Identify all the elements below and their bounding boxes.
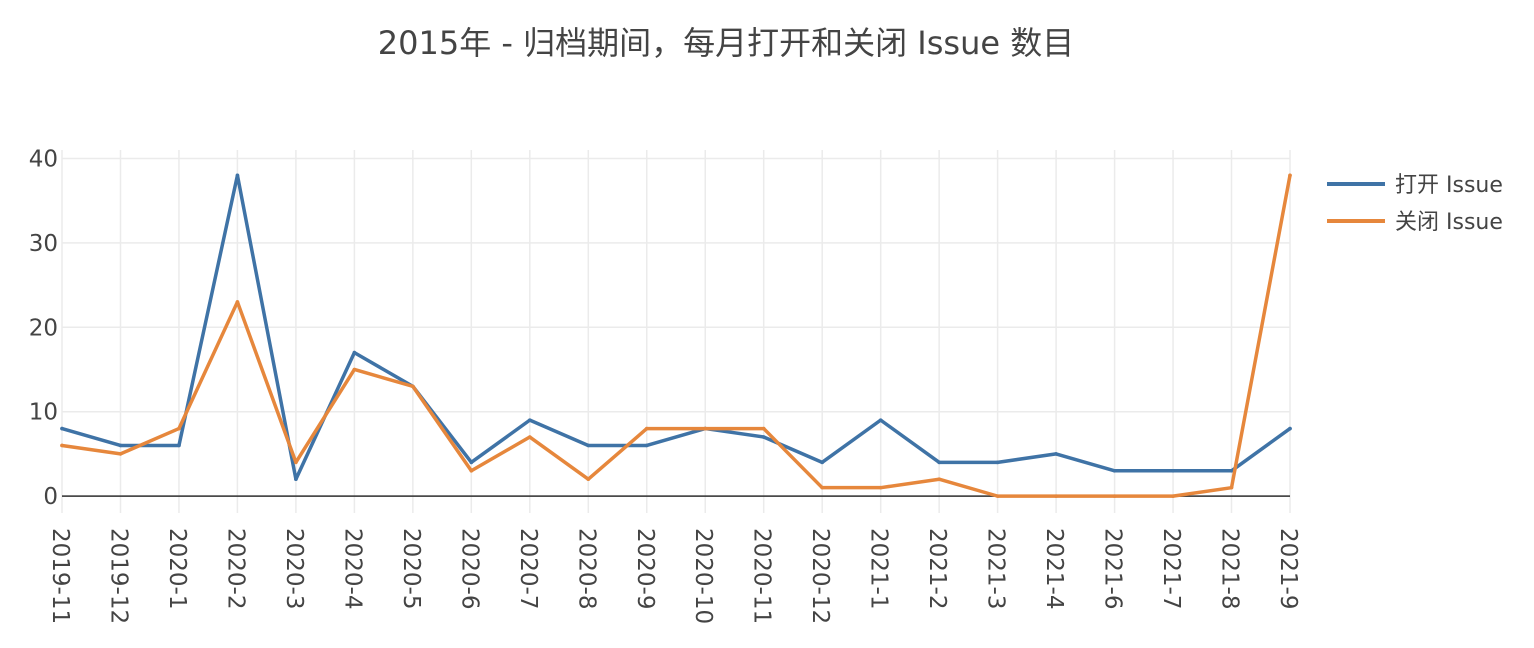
x-tick-label: 2020-4 <box>339 528 365 609</box>
y-tick-label: 20 <box>29 315 58 341</box>
x-tick-label: 2020-10 <box>690 528 716 624</box>
x-axis-ticks: 2019-11 2019-12 2020-1 2020-2 2020-3 2020-4 20… <box>47 528 1301 624</box>
x-tick-label: 2021-8 <box>1217 528 1243 609</box>
data-point <box>995 460 1000 465</box>
x-tick-label: 2021-6 <box>1100 528 1126 609</box>
data-point <box>937 460 941 465</box>
data-point <box>878 418 883 422</box>
data-point <box>703 426 708 431</box>
data-point <box>1229 485 1234 490</box>
x-tick-label: 2021-7 <box>1158 528 1184 609</box>
data-point <box>1171 468 1175 473</box>
data-point <box>1054 452 1058 456</box>
data-point <box>1229 468 1234 473</box>
legend-label: 关闭 Issue <box>1395 210 1503 235</box>
x-tick-label: 2021-4 <box>1041 528 1067 609</box>
x-tick-label: 2021-1 <box>866 528 892 609</box>
legend-item-1[interactable]: 关闭 Issue <box>1327 210 1503 235</box>
x-tick-label: 2020-5 <box>398 528 424 609</box>
data-point <box>878 485 883 490</box>
data-point <box>352 350 357 355</box>
x-tick-label: 2020-12 <box>807 528 833 624</box>
data-point <box>761 426 766 431</box>
data-point <box>294 460 298 465</box>
data-point <box>995 494 1000 498</box>
data-point <box>761 435 766 439</box>
data-point <box>528 418 532 422</box>
data-point <box>294 477 298 482</box>
legend[interactable]: 打开 Issue 关闭 Issue <box>1327 173 1503 235</box>
chart-title: 2015年 - 归档期间，每月打开和关闭 Issue 数目 <box>378 24 1074 62</box>
x-tick-label: 2021-3 <box>983 528 1009 609</box>
data-point <box>937 477 941 482</box>
series-lines <box>60 173 1292 498</box>
data-point <box>644 443 649 448</box>
data-point <box>60 426 64 431</box>
data-point <box>118 452 123 456</box>
x-tick-label: 2020-3 <box>281 528 307 609</box>
data-point <box>1171 494 1175 498</box>
x-tick-label: 2020-2 <box>222 528 248 609</box>
x-tick-label: 2020-7 <box>515 528 541 609</box>
data-point <box>1288 426 1292 431</box>
data-point <box>469 460 474 465</box>
data-point <box>118 443 123 448</box>
data-point <box>820 460 824 465</box>
x-tick-label: 2019-12 <box>105 528 131 624</box>
data-point <box>1112 494 1117 498</box>
x-tick-label: 2019-11 <box>47 528 73 624</box>
data-point <box>235 300 240 304</box>
legend-label: 打开 Issue <box>1395 173 1503 198</box>
data-point <box>1112 468 1117 473</box>
data-point <box>644 426 649 431</box>
grid <box>61 150 1291 513</box>
data-point <box>586 443 591 448</box>
series-line-0 <box>60 173 1292 481</box>
y-tick-label: 0 <box>43 484 58 510</box>
x-tick-label: 2020-1 <box>164 528 190 609</box>
y-axis-ticks: 0 10 20 30 40 <box>29 146 58 510</box>
data-point <box>1288 173 1292 178</box>
data-point <box>235 173 240 178</box>
data-point <box>177 426 181 431</box>
y-tick-label: 30 <box>29 231 58 257</box>
x-tick-label: 2020-6 <box>456 528 482 609</box>
data-point <box>411 384 415 389</box>
y-tick-label: 10 <box>29 400 58 426</box>
series-line-1 <box>60 173 1292 498</box>
data-point <box>352 367 357 372</box>
x-tick-label: 2020-11 <box>749 528 775 624</box>
legend-item-0[interactable]: 打开 Issue <box>1327 173 1503 198</box>
data-point <box>1054 494 1058 498</box>
data-point <box>60 443 64 448</box>
data-point <box>528 435 532 439</box>
x-tick-label: 2020-8 <box>573 528 599 609</box>
x-tick-label: 2021-2 <box>924 528 950 609</box>
data-point <box>177 443 181 448</box>
x-tick-label: 2020-9 <box>632 528 658 609</box>
data-point <box>586 477 591 482</box>
data-point <box>469 468 474 473</box>
x-tick-label: 2021-9 <box>1275 528 1301 609</box>
y-tick-label: 40 <box>29 146 58 172</box>
data-point <box>820 485 824 490</box>
